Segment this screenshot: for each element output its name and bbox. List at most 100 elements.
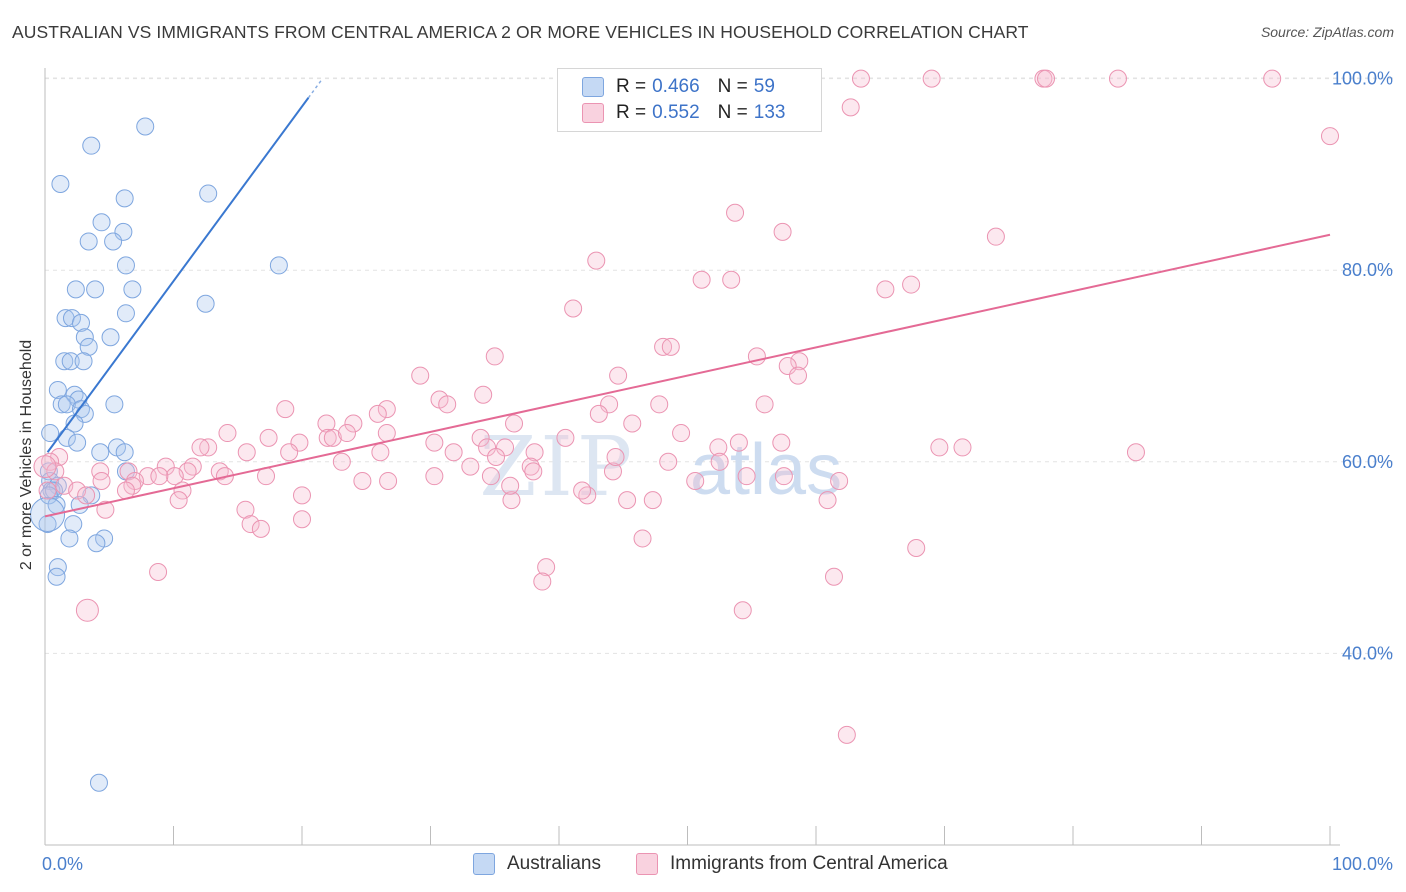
central-america-point (521, 457, 540, 476)
australians-point (47, 567, 66, 586)
australians-point (79, 337, 98, 356)
trend-lines (44, 78, 1331, 518)
australians-point (82, 136, 101, 155)
central-america-point (210, 462, 229, 481)
x-tick-label: 0.0% (42, 854, 83, 874)
australians-point (41, 424, 60, 443)
central-america-point (1321, 127, 1339, 146)
central-america-point (729, 433, 748, 452)
central-america-point (755, 395, 774, 414)
y-tick-label: 60.0% (1342, 452, 1393, 472)
australians-point (105, 395, 124, 414)
central-america-point (237, 443, 256, 462)
central-america-point (293, 486, 311, 505)
central-america-point (150, 467, 169, 486)
australians-point (57, 395, 76, 414)
central-america-point (837, 725, 856, 744)
legend-row-australians: R = 0.466 N = 59 (582, 75, 775, 99)
australians-point (104, 232, 123, 251)
central-america-point (481, 467, 500, 486)
australians-point (51, 174, 70, 193)
central-america-point (623, 414, 642, 433)
central-america-point (461, 457, 480, 476)
central-america-point (953, 438, 972, 457)
stats-legend: R = 0.466 N = 59 R = 0.552 N = 133 (557, 68, 822, 132)
central-america-point (119, 462, 138, 481)
central-america-point (425, 433, 444, 452)
australians-point (116, 304, 135, 323)
australians-trend-line (46, 97, 310, 453)
central-america-point (337, 424, 356, 443)
legend-swatch-pink (582, 103, 604, 123)
australians-point (101, 328, 120, 347)
legend-r-value: 0.466 (652, 76, 700, 97)
y-tick-label: 80.0% (1342, 260, 1393, 280)
legend-n-label: N = (717, 76, 748, 97)
australians-point (87, 534, 106, 553)
central-america-point (661, 337, 680, 356)
axes (44, 68, 1340, 846)
central-america-point (1108, 69, 1127, 88)
central-america-point (485, 347, 504, 366)
central-america-point (686, 471, 705, 490)
central-america-trend-line (44, 233, 1331, 518)
australians-point (89, 773, 108, 792)
central-america-point (537, 558, 556, 577)
central-america-point (818, 491, 837, 510)
central-america-point (280, 443, 299, 462)
central-america-point (199, 438, 218, 457)
central-america-point (587, 251, 606, 270)
legend-label-central-america: Immigrants from Central America (670, 853, 948, 874)
central-america-point (125, 471, 144, 490)
central-america-point (377, 424, 396, 443)
tick-labels: 40.0% 60.0% 80.0% 100.0% 0.0% 100.0% (42, 69, 1393, 874)
australians-point (52, 395, 71, 414)
australians-point (79, 232, 98, 251)
y-tick-label: 100.0% (1332, 69, 1393, 89)
australians-point (91, 443, 110, 462)
australians-point (269, 256, 288, 275)
central-america-point (851, 69, 870, 88)
australians-point (61, 352, 80, 371)
central-america-point (654, 337, 673, 356)
central-america-point (733, 601, 752, 620)
central-america-point (505, 414, 524, 433)
australians-point (75, 328, 94, 347)
central-america-point (643, 491, 662, 510)
central-america-point (659, 452, 678, 471)
central-america-point (293, 510, 311, 529)
x-tick-label: 100.0% (1332, 854, 1393, 874)
y-axis-title: 2 or more Vehicles in Household (18, 339, 35, 571)
central-america-point (1126, 443, 1145, 462)
central-america-point (1037, 69, 1056, 88)
central-america-point (524, 462, 543, 481)
chart-title: AUSTRALIAN VS IMMIGRANTS FROM CENTRAL AM… (12, 22, 1029, 42)
central-america-point (218, 424, 237, 443)
central-america-point (830, 471, 849, 490)
central-america-point (371, 443, 390, 462)
central-america-point (722, 270, 741, 289)
central-america-point (323, 428, 342, 447)
central-america-point (902, 275, 921, 294)
legend-swatch-australians (473, 853, 495, 875)
australians-point (92, 213, 111, 232)
central-america-point (156, 457, 175, 476)
central-america-point (564, 299, 583, 318)
central-america-point (276, 400, 295, 419)
central-america-point (633, 529, 652, 548)
australians-point (48, 380, 67, 399)
central-america-point (344, 414, 363, 433)
central-america-point (471, 428, 490, 447)
australians-point (116, 256, 135, 275)
central-america-point (75, 598, 99, 622)
central-america-point (438, 395, 457, 414)
central-america-point (876, 280, 895, 299)
australians-trend-extension (307, 78, 324, 99)
central-america-point (774, 467, 793, 486)
watermark: ZIP atlas (479, 420, 842, 515)
data-points (30, 69, 1339, 792)
central-america-point (332, 452, 351, 471)
australians-point (60, 529, 79, 548)
central-america-point (259, 428, 278, 447)
australians-point (196, 294, 215, 313)
